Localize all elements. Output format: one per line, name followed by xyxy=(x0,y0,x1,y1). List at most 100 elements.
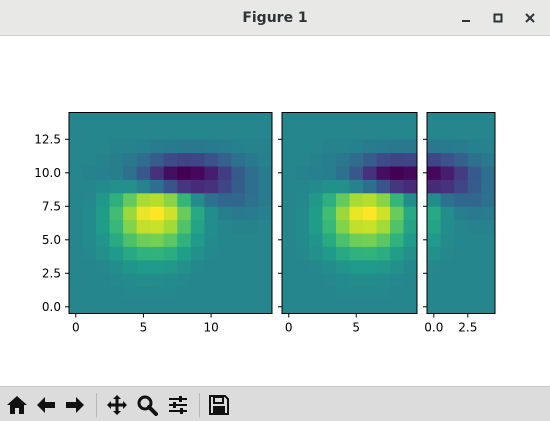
save-icon xyxy=(209,395,229,415)
heatmap-cell xyxy=(217,112,232,127)
heatmap-cell xyxy=(481,286,496,301)
heatmap-cell xyxy=(363,219,377,234)
heatmap-cell xyxy=(258,246,273,261)
heatmap-cell xyxy=(322,206,337,221)
y-tick-label: 10.0 xyxy=(34,166,61,180)
heatmap-cell xyxy=(363,152,377,167)
heatmap-cell xyxy=(349,166,364,180)
heatmap-cell xyxy=(136,112,151,127)
window-title: Figure 1 xyxy=(242,10,308,26)
heatmap-cell xyxy=(481,206,496,221)
heatmap-cell xyxy=(217,273,232,288)
heatmap-cell xyxy=(336,192,350,207)
heatmap-cell xyxy=(123,259,138,274)
heatmap-cell xyxy=(69,219,83,234)
heatmap-cell xyxy=(231,233,246,247)
heatmap-cell xyxy=(363,166,377,180)
home-button[interactable] xyxy=(4,392,30,418)
back-arrow-icon xyxy=(37,397,55,413)
heatmap-cell xyxy=(282,125,296,140)
heatmap-cell xyxy=(217,179,232,194)
heatmap-cell xyxy=(150,192,165,207)
heatmap-cell xyxy=(363,233,377,247)
heatmap-cell xyxy=(282,273,296,288)
heatmap-cell xyxy=(295,273,310,288)
forward-button[interactable] xyxy=(62,392,88,418)
heatmap-cell xyxy=(96,192,110,207)
heatmap-cell xyxy=(454,152,469,167)
heatmap-cell xyxy=(282,206,296,221)
heatmap-cell xyxy=(467,125,482,140)
heatmap-cell xyxy=(309,125,323,140)
heatmap-cell xyxy=(390,192,404,207)
heatmap-cell xyxy=(190,192,205,207)
axes-3-image[interactable] xyxy=(426,112,496,314)
minimize-icon xyxy=(462,20,470,22)
heatmap-cell xyxy=(69,125,83,140)
heatmap-cell xyxy=(109,139,124,154)
heatmap-cell xyxy=(349,246,364,261)
subplots-button[interactable] xyxy=(165,392,191,418)
pan-button[interactable] xyxy=(104,392,130,418)
axes-2-image[interactable] xyxy=(281,112,418,314)
heatmap-cell xyxy=(427,152,441,167)
heatmap-cell xyxy=(136,219,151,234)
heatmap-cell xyxy=(177,233,192,247)
heatmap-cell xyxy=(82,179,97,194)
heatmap-cell xyxy=(322,219,337,234)
heatmap-cell xyxy=(217,206,232,221)
heatmap-cell xyxy=(190,125,205,140)
heatmap-cell xyxy=(322,233,337,247)
heatmap-cell xyxy=(295,259,310,274)
heatmap-cell xyxy=(258,273,273,288)
back-button[interactable] xyxy=(33,392,59,418)
heatmap-cell xyxy=(177,139,192,154)
maximize-button[interactable] xyxy=(488,8,508,28)
heatmap-cell xyxy=(163,152,178,167)
pan-icon xyxy=(107,395,127,415)
heatmap-cell xyxy=(427,125,441,140)
heatmap-cell xyxy=(376,112,391,127)
heatmap-cell xyxy=(440,166,455,180)
toolbar-separator xyxy=(199,393,200,417)
minimize-button[interactable] xyxy=(456,8,476,28)
heatmap-cell xyxy=(376,300,391,314)
axes-1-image[interactable] xyxy=(68,112,273,314)
heatmap-cell xyxy=(467,219,482,234)
heatmap-cell xyxy=(427,233,441,247)
heatmap-cell xyxy=(403,286,418,301)
heatmap-cell xyxy=(295,286,310,301)
heatmap-cell xyxy=(322,192,337,207)
heatmap-cell xyxy=(82,166,97,180)
heatmap-cell xyxy=(349,139,364,154)
heatmap-cell xyxy=(123,246,138,261)
zoom-button[interactable] xyxy=(134,392,160,418)
heatmap-cell xyxy=(363,259,377,274)
axes-frame xyxy=(426,112,496,314)
heatmap-cell xyxy=(336,286,350,301)
heatmap-cell xyxy=(403,166,418,180)
heatmap-cell xyxy=(295,219,310,234)
heatmap-cell xyxy=(150,219,165,234)
save-button[interactable] xyxy=(206,392,232,418)
heatmap-cell xyxy=(150,179,165,194)
heatmap-cell xyxy=(481,219,496,234)
heatmap-cell xyxy=(427,192,441,207)
close-button[interactable] xyxy=(520,8,540,28)
heatmap-cell xyxy=(96,139,110,154)
heatmap-cell xyxy=(295,233,310,247)
figure-canvas[interactable]: 0 5 10 0.0 2.5 5.0 7.5 10.0 12.5 0 5 0.0 2.5 xyxy=(0,36,550,386)
heatmap-cell xyxy=(150,273,165,288)
heatmap-cell xyxy=(96,179,110,194)
heatmap-cell xyxy=(336,112,350,127)
heatmap-cell xyxy=(109,259,124,274)
heatmap-cell xyxy=(163,139,178,154)
heatmap-cell xyxy=(309,246,323,261)
heatmap-cell xyxy=(454,259,469,274)
heatmap-cell xyxy=(336,125,350,140)
heatmap-cell xyxy=(309,259,323,274)
heatmap-cell xyxy=(109,166,124,180)
heatmap-cell xyxy=(163,286,178,301)
heatmap-cell xyxy=(82,206,97,221)
heatmap-cell xyxy=(109,273,124,288)
